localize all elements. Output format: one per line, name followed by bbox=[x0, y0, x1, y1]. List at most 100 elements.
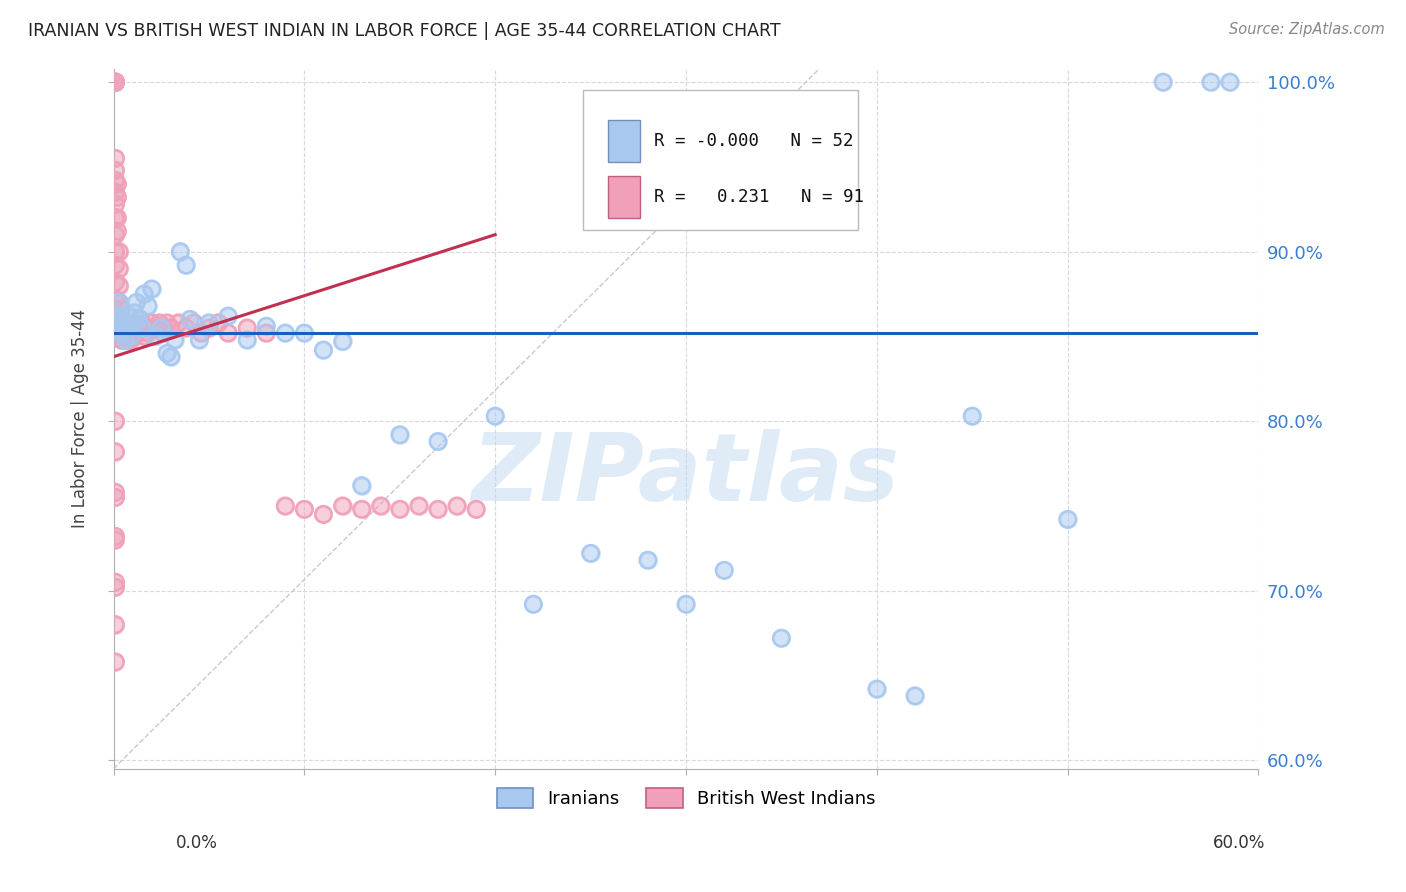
Point bbox=[104, 655, 127, 669]
Point bbox=[174, 258, 197, 272]
Point bbox=[274, 326, 297, 340]
Point bbox=[110, 333, 132, 347]
Point bbox=[114, 321, 136, 335]
Point bbox=[115, 333, 138, 347]
Point bbox=[131, 321, 153, 335]
Point bbox=[866, 681, 889, 696]
Point bbox=[131, 321, 153, 335]
Point bbox=[110, 326, 132, 340]
Point bbox=[254, 326, 277, 340]
Point bbox=[121, 318, 143, 332]
Point bbox=[169, 244, 191, 259]
Point bbox=[163, 333, 186, 347]
Point bbox=[292, 326, 315, 340]
Point bbox=[174, 321, 197, 335]
Point bbox=[108, 261, 131, 276]
Point bbox=[188, 333, 211, 347]
Point bbox=[104, 617, 127, 632]
Point bbox=[104, 292, 127, 306]
Point bbox=[1199, 75, 1222, 89]
Point bbox=[105, 224, 128, 238]
Point bbox=[104, 309, 127, 323]
Point bbox=[104, 533, 127, 547]
Point bbox=[446, 499, 468, 513]
Point bbox=[350, 502, 373, 516]
Point bbox=[105, 190, 128, 204]
Point bbox=[105, 224, 128, 238]
Point bbox=[110, 333, 132, 347]
Point bbox=[129, 312, 152, 326]
Point bbox=[104, 329, 127, 343]
Point bbox=[112, 316, 135, 330]
Point bbox=[104, 529, 127, 543]
Point bbox=[108, 244, 131, 259]
Point bbox=[141, 316, 163, 330]
Point bbox=[131, 321, 153, 335]
Point bbox=[1219, 75, 1241, 89]
Point bbox=[104, 173, 127, 187]
Point bbox=[190, 326, 212, 340]
Point bbox=[713, 563, 735, 577]
Point bbox=[104, 211, 127, 225]
Point bbox=[110, 302, 132, 317]
Point bbox=[156, 346, 179, 360]
Point bbox=[136, 326, 159, 340]
Point bbox=[110, 326, 132, 340]
Point bbox=[148, 316, 170, 330]
Point bbox=[104, 75, 127, 89]
Point bbox=[156, 346, 179, 360]
Point bbox=[110, 326, 132, 340]
Point bbox=[675, 597, 697, 611]
Point bbox=[104, 575, 127, 590]
Point bbox=[152, 326, 174, 340]
Point bbox=[114, 326, 136, 340]
Point bbox=[141, 282, 163, 296]
Point bbox=[132, 287, 155, 301]
Point bbox=[145, 329, 167, 343]
Point bbox=[118, 333, 141, 347]
Point bbox=[105, 326, 128, 340]
Point bbox=[135, 321, 157, 335]
Point bbox=[169, 244, 191, 259]
Point bbox=[110, 316, 132, 330]
Point bbox=[127, 318, 149, 332]
Point bbox=[426, 502, 449, 516]
Point bbox=[125, 295, 148, 310]
Point bbox=[114, 333, 136, 347]
Point bbox=[254, 319, 277, 334]
Point bbox=[121, 321, 143, 335]
Point bbox=[104, 414, 127, 428]
Point bbox=[110, 321, 132, 335]
Legend: Iranians, British West Indians: Iranians, British West Indians bbox=[489, 780, 883, 815]
Point bbox=[104, 244, 127, 259]
Point bbox=[484, 409, 506, 423]
Point bbox=[104, 444, 127, 458]
Point bbox=[904, 689, 927, 703]
Point bbox=[105, 326, 128, 340]
Point bbox=[112, 326, 135, 340]
Point bbox=[108, 244, 131, 259]
Point bbox=[104, 491, 127, 505]
Point bbox=[217, 309, 239, 323]
Point bbox=[104, 485, 127, 500]
Point bbox=[150, 321, 173, 335]
Point bbox=[292, 502, 315, 516]
Point bbox=[104, 414, 127, 428]
Point bbox=[312, 508, 335, 522]
Point bbox=[156, 316, 179, 330]
Point bbox=[104, 75, 127, 89]
Point bbox=[188, 333, 211, 347]
Point bbox=[105, 190, 128, 204]
Text: R = -0.000   N = 52: R = -0.000 N = 52 bbox=[654, 132, 853, 150]
Point bbox=[332, 334, 354, 349]
Point bbox=[105, 177, 128, 191]
Point bbox=[108, 295, 131, 310]
Point bbox=[104, 75, 127, 89]
Point bbox=[124, 329, 146, 343]
Point bbox=[1056, 512, 1078, 526]
Point bbox=[350, 478, 373, 492]
Point bbox=[104, 173, 127, 187]
Point bbox=[446, 499, 468, 513]
Point bbox=[217, 309, 239, 323]
Point bbox=[236, 333, 259, 347]
